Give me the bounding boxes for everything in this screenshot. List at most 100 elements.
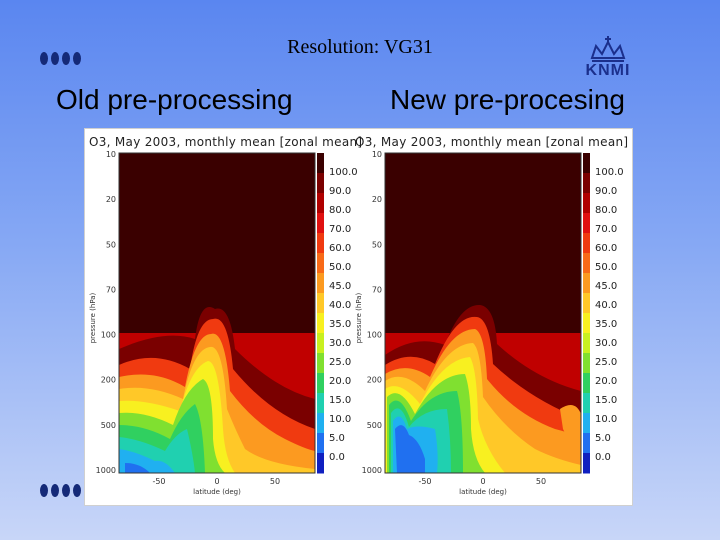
right-plot-title: O3, May 2003, monthly mean [zonal mean] bbox=[355, 135, 629, 149]
left-plot-frame bbox=[118, 152, 316, 474]
colorbar-segment bbox=[317, 353, 324, 374]
colorbar-label: 35.0 bbox=[329, 319, 351, 330]
colorbar-segment bbox=[317, 233, 324, 254]
colorbar-segment bbox=[317, 313, 324, 334]
colorbar-segment bbox=[317, 153, 324, 174]
colorbar-label: 60.0 bbox=[329, 243, 351, 254]
y-tick-label: 20 bbox=[106, 195, 116, 204]
colorbar-segment bbox=[583, 453, 590, 474]
colorbar-segment bbox=[583, 153, 590, 174]
x-tick-label: 50 bbox=[270, 477, 280, 486]
colorbar-label: 25.0 bbox=[595, 357, 617, 368]
colorbar-segment bbox=[583, 193, 590, 214]
colorbar-segment bbox=[583, 433, 590, 454]
bullet-dots-top bbox=[40, 52, 81, 65]
x-axis-label: latitude (deg) bbox=[193, 488, 241, 496]
colorbar-label: 60.0 bbox=[595, 243, 617, 254]
colorbar-label: 5.0 bbox=[329, 433, 345, 444]
colorbar-label: 15.0 bbox=[329, 395, 351, 406]
x-axis-label: latitude (deg) bbox=[459, 488, 507, 496]
colorbar-label: 40.0 bbox=[595, 300, 617, 311]
colorbar-segment bbox=[317, 173, 324, 194]
colorbar-segment bbox=[317, 373, 324, 394]
colorbar-segment bbox=[317, 273, 324, 294]
colorbar-segment bbox=[583, 213, 590, 234]
y-tick-label: 200 bbox=[101, 376, 116, 385]
colorbar-label: 80.0 bbox=[329, 205, 351, 216]
colorbar-label: 80.0 bbox=[595, 205, 617, 216]
colorbar-segment bbox=[583, 353, 590, 374]
colorbar-segment bbox=[317, 413, 324, 434]
colorbar-segment bbox=[317, 333, 324, 354]
x-tick-label: 0 bbox=[480, 477, 485, 486]
colorbar-segment bbox=[583, 293, 590, 314]
colorbar-label: 25.0 bbox=[329, 357, 351, 368]
x-tick-label: -50 bbox=[152, 477, 165, 486]
knmi-logo: KNMI bbox=[578, 36, 638, 82]
colorbar-label: 90.0 bbox=[595, 186, 617, 197]
y-tick-label: 10 bbox=[106, 150, 116, 159]
colorbar-label: 20.0 bbox=[329, 376, 351, 387]
colorbar-segment bbox=[317, 213, 324, 234]
colorbar-segment bbox=[317, 293, 324, 314]
y-tick-label: 100 bbox=[367, 331, 382, 340]
colorbar-segment bbox=[583, 373, 590, 394]
right-plot-frame bbox=[384, 152, 582, 474]
colorbar-label: 100.0 bbox=[595, 167, 624, 178]
colorbar-label: 90.0 bbox=[329, 186, 351, 197]
x-tick-label: 50 bbox=[536, 477, 546, 486]
colorbar-segment bbox=[583, 233, 590, 254]
y-axis-label: pressure (hPa) bbox=[355, 292, 363, 343]
colorbar-segment bbox=[583, 333, 590, 354]
colorbar-segment bbox=[317, 393, 324, 414]
colorbar-label: 35.0 bbox=[595, 319, 617, 330]
colorbar-segment bbox=[583, 273, 590, 294]
slide-title: Resolution: VG31 bbox=[287, 36, 433, 58]
logo-text: KNMI bbox=[585, 62, 631, 79]
right-contour-plot bbox=[385, 153, 581, 473]
colorbar-label: 30.0 bbox=[595, 338, 617, 349]
y-tick-label: 70 bbox=[106, 285, 116, 294]
right-heading: New pre-procesing bbox=[390, 84, 625, 115]
colorbar-segment bbox=[583, 413, 590, 434]
colorbar-label: 0.0 bbox=[329, 452, 345, 463]
y-tick-label: 1000 bbox=[362, 466, 382, 475]
colorbar-segment bbox=[317, 193, 324, 214]
colorbar-label: 30.0 bbox=[329, 338, 351, 349]
colorbar-segment bbox=[317, 433, 324, 454]
y-tick-label: 50 bbox=[106, 240, 116, 249]
ozone-figure: 10 20 50 70 100 200 500 1000 -50 0 50 latitude (deg… bbox=[84, 128, 633, 506]
crown-icon bbox=[590, 36, 626, 62]
y-tick-label: 1000 bbox=[96, 466, 116, 475]
y-axis-label: pressure (hPa) bbox=[89, 292, 97, 343]
colorbar-label: 0.0 bbox=[595, 452, 611, 463]
left-plot-title: O3, May 2003, monthly mean [zonal mean] bbox=[89, 135, 363, 149]
colorbar-label: 45.0 bbox=[595, 281, 617, 292]
colorbar-segment bbox=[583, 253, 590, 274]
x-tick-label: 0 bbox=[214, 477, 219, 486]
colorbar-label: 100.0 bbox=[329, 167, 358, 178]
y-tick-label: 200 bbox=[367, 376, 382, 385]
colorbar-label: 70.0 bbox=[595, 224, 617, 235]
colorbar-segment bbox=[583, 313, 590, 334]
colorbar-label: 15.0 bbox=[595, 395, 617, 406]
y-tick-label: 500 bbox=[367, 421, 382, 430]
y-tick-label: 100 bbox=[101, 331, 116, 340]
colorbar-label: 5.0 bbox=[595, 433, 611, 444]
y-tick-label: 70 bbox=[372, 285, 382, 294]
colorbar-segment bbox=[583, 393, 590, 414]
colorbar-label: 10.0 bbox=[595, 414, 617, 425]
colorbar-segment bbox=[317, 253, 324, 274]
colorbar-segment bbox=[317, 453, 324, 474]
y-tick-label: 50 bbox=[372, 240, 382, 249]
bullet-dots-bottom bbox=[40, 484, 81, 497]
colorbar-label: 50.0 bbox=[595, 262, 617, 273]
colorbar-label: 45.0 bbox=[329, 281, 351, 292]
colorbar-label: 70.0 bbox=[329, 224, 351, 235]
y-tick-label: 10 bbox=[372, 150, 382, 159]
x-tick-label: -50 bbox=[418, 477, 431, 486]
left-contour-plot bbox=[119, 153, 315, 473]
colorbar-segment bbox=[583, 173, 590, 194]
left-heading: Old pre-processing bbox=[56, 84, 293, 115]
